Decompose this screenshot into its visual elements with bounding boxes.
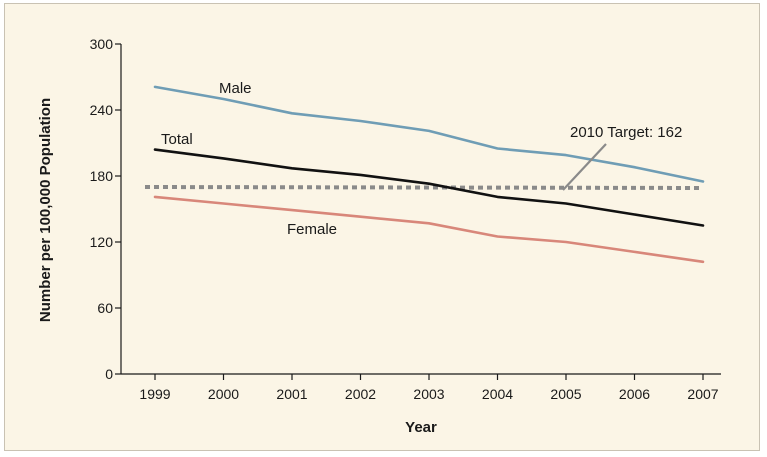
series-label-total: Total: [161, 131, 193, 148]
x-tick-label: 1999: [139, 386, 170, 402]
target-callout-line: [562, 143, 607, 191]
labels-layer: Male Total Female 2010 Target: 162: [161, 80, 682, 238]
x-tick-label: 2003: [413, 386, 444, 402]
y-tick-label: 300: [90, 36, 114, 52]
series-line-total: [153, 148, 705, 227]
x-ticks: 1999 2000 2001 2002 2003 2004 2005 2006 2007: [139, 374, 719, 402]
x-tick-label: 2006: [619, 386, 650, 402]
x-tick-label: 2004: [482, 386, 513, 402]
target-label: 2010 Target: 162: [570, 124, 682, 141]
axes: 0 60 120 180 240 300 1999 2000 2001 2002 2003 2004…: [90, 36, 721, 402]
series-layer: [153, 85, 705, 264]
target-layer: [144, 185, 704, 190]
series-line-male: [153, 85, 705, 183]
y-tick-label: 240: [90, 102, 114, 118]
x-tick-label: 2007: [687, 386, 718, 402]
line-chart: 0 60 120 180 240 300 1999 2000 2001 2002 2003 2004…: [37, 36, 721, 436]
series-label-female: Female: [287, 221, 337, 238]
x-tick-label: 2005: [550, 386, 581, 402]
y-tick-label: 0: [105, 366, 113, 382]
series-line-female: [153, 195, 705, 264]
y-tick-label: 120: [90, 234, 114, 250]
y-tick-label: 180: [90, 168, 114, 184]
x-axis-title: Year: [405, 419, 437, 436]
x-tick-label: 2001: [276, 386, 307, 402]
y-tick-label: 60: [97, 300, 113, 316]
x-tick-label: 2002: [345, 386, 376, 402]
y-ticks: 0 60 120 180 240 300: [90, 36, 121, 382]
chart-panel: 0 60 120 180 240 300 1999 2000 2001 2002 2003 2004…: [4, 3, 760, 451]
y-axis-title: Number per 100,000 Population: [37, 98, 54, 322]
x-tick-label: 2000: [208, 386, 239, 402]
target-line: [144, 185, 704, 190]
series-label-male: Male: [219, 80, 252, 97]
